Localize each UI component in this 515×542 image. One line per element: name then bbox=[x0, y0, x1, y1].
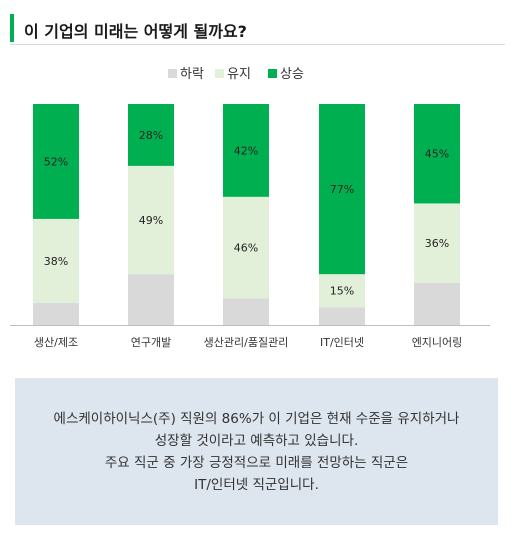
bar-segment-1-1 bbox=[128, 165, 174, 275]
title-divider bbox=[10, 44, 505, 45]
data-label-0-1: 38% bbox=[44, 255, 68, 268]
stacked-bar-chart: 하락 유지 상승 38% 52% 49% 28% 46% 42% 15% 77% 36% 45% 생산… bbox=[10, 67, 490, 349]
data-label-3-2: 77% bbox=[330, 183, 354, 196]
bar-segment-0-1 bbox=[33, 218, 79, 303]
data-label-1-1: 49% bbox=[139, 214, 163, 227]
title-bar: 이 기업의 미래는 어떻게 될까요? bbox=[10, 14, 505, 45]
summary-line-3: 주요 직군 중 가장 긍정적으로 미래를 전망하는 직군은 bbox=[104, 455, 409, 471]
page-title: 이 기업의 미래는 어떻게 될까요? bbox=[24, 22, 247, 41]
x-tick-label-2: 생산관리/품질관리 bbox=[204, 336, 289, 349]
x-axis-labels: 생산/제조 연구개발 생산관리/품질관리 IT/인터넷 엔지니어링 bbox=[34, 336, 462, 349]
x-tick-label-3: IT/인터넷 bbox=[320, 336, 364, 349]
legend-swatch-1 bbox=[215, 69, 224, 78]
summary-box: 에스케이하이닉스(주) 직원의 86%가 이 기업은 현재 수준을 유지하거나 … bbox=[15, 378, 498, 525]
x-tick-label-4: 엔지니어링 bbox=[412, 336, 463, 349]
bar-segment-4-2 bbox=[414, 104, 460, 204]
data-label-2-1: 46% bbox=[234, 242, 258, 255]
legend-swatch-0 bbox=[168, 69, 177, 78]
bar-segment-3-1 bbox=[319, 274, 365, 308]
bar-segment-4-0 bbox=[414, 283, 460, 325]
bar-segment-2-2 bbox=[223, 104, 269, 197]
bar-segment-1-0 bbox=[128, 274, 174, 325]
data-label-1-2: 28% bbox=[139, 129, 163, 142]
title-accent-bar bbox=[10, 14, 14, 42]
data-label-3-1: 15% bbox=[330, 285, 354, 298]
legend-label-1: 유지 bbox=[227, 67, 251, 82]
bar-segment-2-1 bbox=[223, 196, 269, 299]
summary-line-4: IT/인터넷 직군입니다. bbox=[194, 477, 319, 493]
bar-segment-1-2 bbox=[128, 104, 174, 166]
bar-segment-0-2 bbox=[33, 104, 79, 219]
data-label-4-2: 45% bbox=[425, 148, 449, 161]
chart-legend: 하락 유지 상승 bbox=[168, 67, 304, 82]
bar-segment-0-0 bbox=[33, 302, 79, 325]
legend-label-2: 상승 bbox=[280, 67, 304, 82]
chart-bars: 38% 52% 49% 28% 46% 42% 15% 77% 36% 45% bbox=[33, 104, 460, 325]
x-tick-label-1: 연구개발 bbox=[131, 336, 171, 349]
data-label-0-2: 52% bbox=[44, 155, 68, 168]
data-label-4-1: 36% bbox=[425, 237, 449, 250]
bar-segment-4-1 bbox=[414, 203, 460, 284]
summary-text: 에스케이하이닉스(주) 직원의 86%가 이 기업은 현재 수준을 유지하거나 … bbox=[35, 408, 478, 496]
bar-segment-2-0 bbox=[223, 298, 269, 325]
legend-label-0: 하락 bbox=[180, 67, 204, 82]
summary-line-2: 성장할 것이라고 예측하고 있습니다. bbox=[154, 433, 359, 449]
data-label-2-2: 42% bbox=[234, 144, 258, 157]
x-tick-label-0: 생산/제조 bbox=[34, 336, 78, 349]
legend-swatch-2 bbox=[268, 69, 277, 78]
bar-segment-3-2 bbox=[319, 104, 365, 275]
bar-segment-3-0 bbox=[319, 307, 365, 325]
summary-line-1: 에스케이하이닉스(주) 직원의 86%가 이 기업은 현재 수준을 유지하거나 bbox=[53, 411, 460, 427]
